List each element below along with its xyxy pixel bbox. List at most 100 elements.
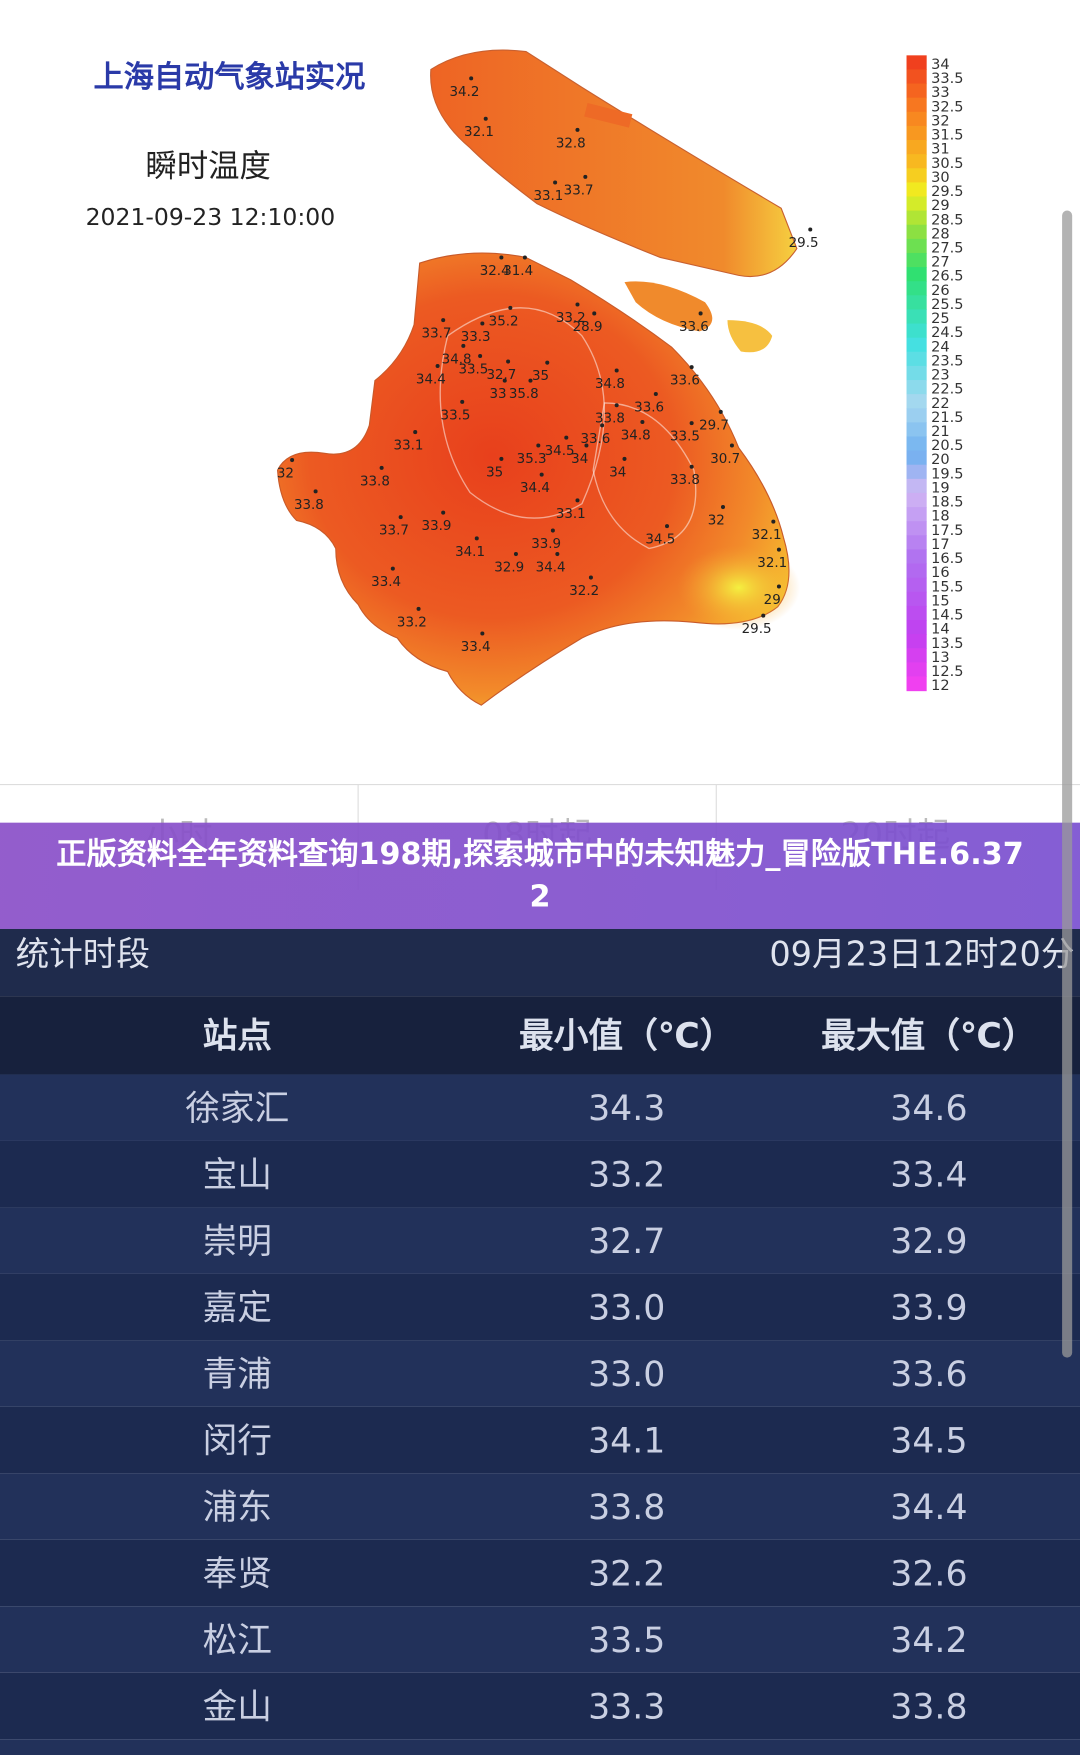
- station-label: 28.9: [573, 320, 603, 335]
- map-shapes: [276, 49, 801, 706]
- table-cell: 宝山: [203, 1155, 272, 1195]
- table-cell: 崇明: [203, 1222, 272, 1262]
- legend-swatch: [906, 450, 927, 466]
- station-dot: [653, 392, 658, 397]
- station-dot: [808, 227, 813, 232]
- scrollbar[interactable]: [1062, 210, 1073, 1358]
- legend-swatch: [906, 394, 927, 409]
- station-dot: [550, 528, 555, 533]
- station-label: 33.2: [397, 615, 427, 630]
- station-dot: [435, 364, 440, 369]
- station-dot: [536, 443, 541, 448]
- table-cell: 33.8: [890, 1687, 967, 1727]
- station-label: 33.3: [461, 330, 491, 345]
- legend-label: 33.5: [931, 71, 963, 87]
- station-label: 32.1: [464, 125, 494, 140]
- mainland: [276, 252, 790, 706]
- station-dot: [588, 575, 593, 580]
- legend-swatch: [906, 252, 927, 268]
- table-cell: 嘉定: [203, 1288, 272, 1328]
- station-label: 35.3: [517, 452, 547, 467]
- station-dot: [480, 631, 485, 636]
- station-dot: [483, 116, 488, 121]
- legend-swatch: [906, 168, 927, 183]
- legend-swatch: [906, 351, 927, 367]
- header-row: [0, 996, 1080, 1075]
- station-label: 33.9: [531, 537, 561, 552]
- table-cell: 金山: [203, 1687, 272, 1727]
- station-label: 35.8: [509, 387, 539, 402]
- legend-label: 24.5: [931, 325, 963, 341]
- station-dot: [771, 519, 776, 524]
- table-cell: 33.0: [588, 1355, 665, 1395]
- legend-label: 15: [931, 593, 950, 609]
- table-cell: 33.9: [890, 1288, 967, 1328]
- island: [624, 281, 713, 332]
- legend-label: 29.5: [931, 184, 963, 200]
- legend-swatch: [906, 69, 927, 85]
- legend-swatch: [906, 464, 927, 480]
- legend-label: 20.5: [931, 438, 963, 454]
- legend-swatch: [906, 97, 927, 113]
- table-cell: 青浦: [203, 1355, 272, 1395]
- station-dot: [640, 419, 645, 425]
- station-dot: [729, 443, 734, 448]
- legend-swatch: [906, 140, 927, 155]
- station-label: 33.7: [422, 327, 452, 342]
- map-subtitle: 瞬时温度: [146, 148, 271, 184]
- legend-swatch: [906, 267, 927, 282]
- legend-label: 28: [931, 226, 950, 242]
- legend-swatch: [906, 591, 927, 607]
- legend-swatch: [906, 83, 927, 99]
- station-label: 32: [708, 513, 725, 528]
- legend-label: 26: [931, 283, 950, 299]
- station-dot: [506, 359, 511, 364]
- legend-swatch: [906, 563, 927, 579]
- table-cell: 32.6: [890, 1554, 967, 1594]
- legend-label: 12: [931, 678, 950, 694]
- table-row: [0, 1340, 1080, 1407]
- legend-label: 27.5: [931, 241, 963, 257]
- table-row: [0, 1140, 1080, 1208]
- station-label: 33.9: [422, 519, 452, 534]
- island: [584, 103, 633, 128]
- station-label: 34.8: [442, 352, 472, 367]
- table-cell: 34.1: [588, 1421, 665, 1461]
- station-label: 33.6: [580, 432, 610, 447]
- banner-text: 正版资料全年资料查询198期,探索城市中的未知魅力_冒险版THE.6.372: [56, 837, 1024, 915]
- legend-label: 19.5: [931, 466, 963, 482]
- station-dot: [614, 403, 619, 408]
- legend-swatch: [906, 605, 927, 621]
- station-dot: [522, 255, 527, 260]
- station-dot: [480, 321, 485, 326]
- legend: 3433.53332.53231.53130.53029.52928.52827…: [906, 55, 964, 694]
- legend-label: 14.5: [931, 608, 963, 624]
- table-row: [0, 1473, 1080, 1540]
- table-cell: 33.4: [890, 1155, 967, 1195]
- legend-label: 23.5: [931, 353, 963, 369]
- period-value: 09月23日12时20分: [769, 934, 1074, 973]
- station-dot: [390, 566, 395, 571]
- table-cell: 徐家汇: [185, 1089, 289, 1129]
- legend-swatch: [906, 365, 927, 381]
- legend-swatch: [906, 408, 927, 423]
- station-label: 34.5: [645, 533, 675, 548]
- station-label: 34.4: [520, 481, 550, 496]
- station-label: 32.1: [757, 556, 787, 571]
- station-dot: [555, 552, 560, 557]
- legend-swatch: [906, 309, 927, 325]
- station-label: 33.2: [556, 311, 586, 326]
- station-dot: [718, 409, 723, 414]
- legend-swatch: [906, 478, 927, 494]
- station-dot: [413, 430, 418, 435]
- table-cell: 33.5: [588, 1621, 665, 1661]
- legend-swatch: [906, 281, 927, 296]
- legend-label: 29: [931, 198, 950, 214]
- station-dot: [379, 465, 384, 470]
- station-label: 34.4: [536, 560, 566, 575]
- station-label: 33.6: [670, 374, 700, 389]
- table-cell: 松江: [203, 1621, 272, 1661]
- legend-label: 27: [931, 255, 950, 271]
- station-label: 33.7: [379, 524, 409, 539]
- station-dot: [499, 255, 504, 260]
